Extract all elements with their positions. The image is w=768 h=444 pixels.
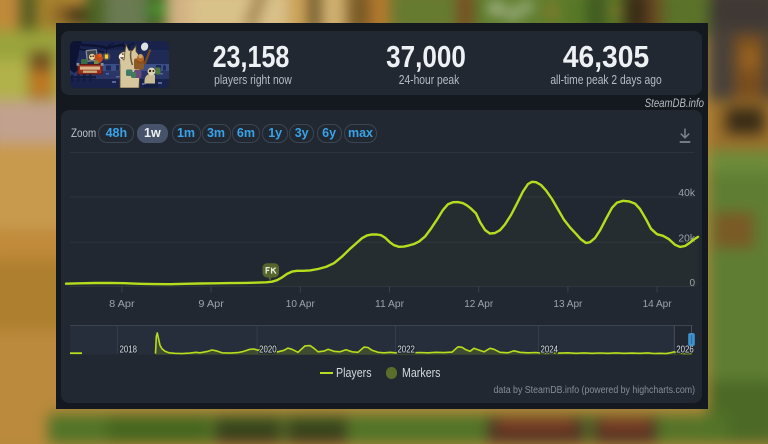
svg-text:13 Apr: 13 Apr — [553, 298, 582, 310]
svg-text:2020: 2020 — [259, 345, 277, 356]
svg-text:14 Apr: 14 Apr — [643, 298, 672, 310]
svg-text:12 Apr: 12 Apr — [464, 298, 493, 310]
svg-text:11 Apr: 11 Apr — [375, 298, 404, 310]
svg-text:2022: 2022 — [397, 345, 415, 356]
svg-text:2018: 2018 — [120, 345, 138, 356]
svg-text:8 Apr: 8 Apr — [109, 298, 135, 310]
svg-text:20k: 20k — [678, 234, 696, 245]
svg-text:9 Apr: 9 Apr — [198, 298, 224, 310]
svg-text:0: 0 — [689, 278, 695, 289]
svg-text:10 Apr: 10 Apr — [286, 298, 315, 310]
svg-text:2026: 2026 — [676, 345, 694, 356]
svg-text:40k: 40k — [678, 188, 696, 199]
svg-text:2024: 2024 — [541, 345, 559, 356]
